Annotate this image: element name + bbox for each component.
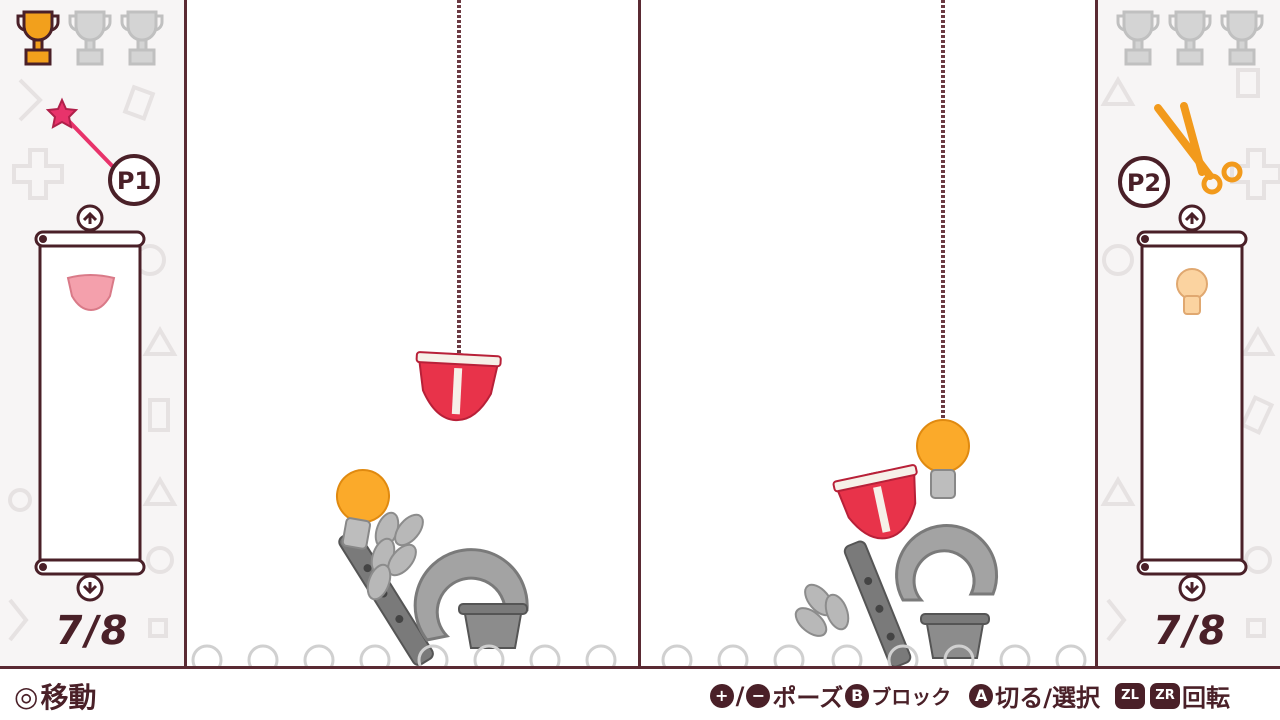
scroll-down-arrow-icon: [1184, 582, 1200, 595]
horseshoe-icon: [895, 523, 999, 602]
scroll-up-arrow-icon: [1184, 211, 1200, 224]
trophy-gold-icon: [16, 10, 60, 66]
underwear-red-icon: [415, 351, 502, 422]
trophy-silver-icon: [120, 10, 164, 66]
player2-next-piece-scroll: [1136, 204, 1248, 602]
move-hint: ◎ 移動: [14, 676, 96, 716]
lightbulb-icon: [1176, 268, 1208, 315]
player1-panel: P1 7/8: [0, 0, 187, 668]
player2-badge: P2: [1118, 102, 1243, 208]
pot-icon: [920, 613, 990, 659]
stick-icon: ◎: [14, 679, 39, 713]
trophy-silver-icon: [1168, 10, 1212, 66]
cut-select-label: 切る/選択: [995, 684, 1100, 712]
move-label: 移動: [40, 681, 97, 714]
floor-gears: [191, 644, 617, 668]
player1-next-piece-scroll: [34, 204, 146, 602]
player1-scene: [191, 0, 617, 668]
scroll-up-arrow-icon: [82, 211, 98, 224]
zl-button-icon: ZL: [1115, 682, 1145, 709]
player2-play-area[interactable]: [641, 0, 1092, 668]
wheat-icon: [794, 583, 850, 637]
player2-badge-label: P2: [1127, 169, 1161, 197]
lightbulb-lit-icon: [336, 469, 390, 550]
player1-progress: 7/8: [52, 608, 132, 654]
wheat-icon: [366, 511, 424, 601]
zr-button-icon: ZR: [1150, 682, 1180, 709]
background-pattern: [1100, 68, 1280, 642]
pause-separator: /: [735, 681, 745, 710]
player2-scene: [661, 0, 1087, 668]
control-hints-bar: [0, 669, 1280, 720]
trophy-silver-icon: [68, 10, 112, 66]
player2-trophies: [1114, 8, 1266, 68]
underwear-icon: [66, 274, 116, 312]
player2-progress: 7/8: [1150, 608, 1230, 654]
player1-trophies: [14, 8, 166, 68]
player2-panel: P2 7/8: [1095, 0, 1280, 668]
block-label: ブロック: [871, 685, 952, 709]
background-pattern: [8, 78, 178, 642]
lightbulb-lit-icon: [916, 419, 970, 499]
star-icon: [45, 97, 79, 129]
rotate-label: 回転: [1182, 684, 1230, 712]
player1-badge-label: P1: [117, 167, 151, 195]
horseshoe-icon: [413, 548, 529, 642]
pause-label: ポーズ: [772, 684, 844, 712]
b-button-icon: B: [845, 683, 870, 708]
scroll-down-arrow-icon: [82, 582, 98, 595]
trophy-silver-icon: [1220, 10, 1264, 66]
underwear-red-icon: [832, 464, 918, 540]
plus-button-icon: +: [709, 683, 734, 708]
floor-gears: [661, 644, 1087, 668]
pipe-icon: [843, 540, 912, 668]
a-button-icon: A: [969, 683, 994, 708]
action-hints: + / − ポーズ B ブロック A 切る/選択 ZL ZR 回転: [709, 678, 1230, 713]
player1-play-area[interactable]: [187, 0, 638, 668]
screen-divider: [638, 0, 641, 668]
player1-badge: P1: [45, 97, 160, 206]
floor-line: [0, 666, 1280, 669]
magic-wand-icon: [60, 112, 122, 176]
trophy-silver-icon: [1116, 10, 1160, 66]
scissors-icon: [1154, 102, 1243, 195]
pot-icon: [458, 603, 528, 649]
minus-button-icon: −: [746, 683, 771, 708]
